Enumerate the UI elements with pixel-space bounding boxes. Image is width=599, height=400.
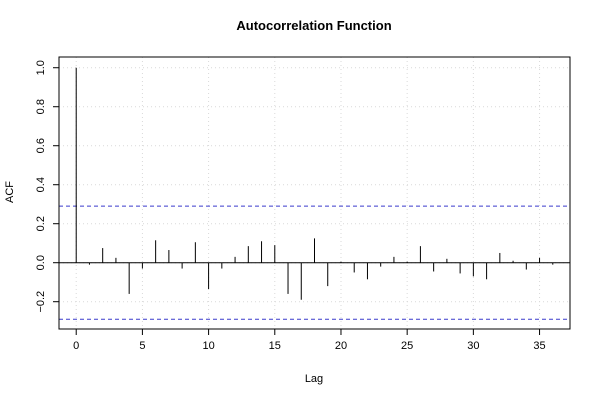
x-tick-label: 30	[467, 340, 479, 352]
y-tick-label: 0.4	[35, 177, 47, 192]
axes: 0 5 10 15 20 25 30 35 −0.2 0.0 0.2 0.4 0.6 0.8 1.0	[35, 60, 546, 352]
y-tick-label: −0.2	[35, 291, 47, 313]
y-tick-label: 0.8	[35, 99, 47, 114]
x-tick-label: 25	[401, 340, 413, 352]
x-tick-label: 5	[139, 340, 145, 352]
x-axis-label: Lag	[305, 373, 323, 385]
grid	[59, 57, 570, 329]
x-tick-label: 10	[202, 340, 214, 352]
x-tick-label: 20	[335, 340, 347, 352]
y-tick-label: 0.0	[35, 255, 47, 270]
x-tick-label: 15	[269, 340, 281, 352]
y-axis-label: ACF	[4, 181, 16, 203]
acf-bars	[59, 67, 570, 300]
y-tick-label: 0.2	[35, 216, 47, 231]
x-tick-label: 0	[73, 340, 79, 352]
y-tick-label: 1.0	[35, 60, 47, 75]
plot-frame	[58, 56, 571, 330]
chart-title: Autocorrelation Function	[236, 18, 391, 33]
y-tick-label: 0.6	[35, 138, 47, 153]
x-tick-label: 35	[533, 340, 545, 352]
confidence-bounds	[59, 205, 570, 320]
